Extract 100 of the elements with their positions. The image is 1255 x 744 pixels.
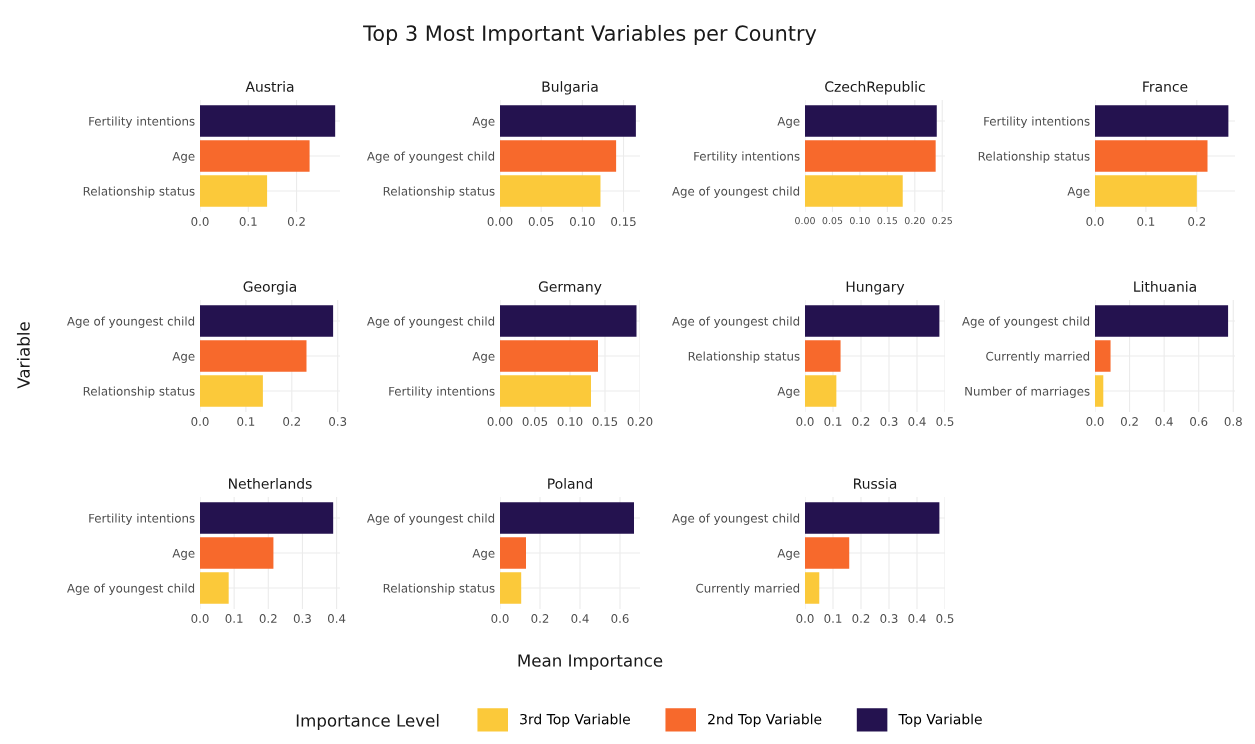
y-tick-label: Age	[172, 151, 195, 163]
y-tick-label: Fertility intentions	[984, 116, 1090, 128]
x-tick-label: 0.10	[849, 217, 870, 225]
x-tick-label: 0.15	[592, 417, 618, 426]
chart-title: Poland	[548, 478, 592, 489]
x-tick-label: 0.10	[557, 417, 583, 426]
x-tick-label: 0.4	[327, 614, 346, 623]
x-tick-label: 0.6	[611, 614, 629, 623]
x-tick-label: 0.4	[908, 614, 926, 623]
y-tick-label: Relationship status	[978, 151, 1090, 163]
text: Top 3 Most Important Variables per Country	[363, 24, 817, 46]
y-tick-label: Age	[472, 116, 495, 128]
y-tick-label: Age	[777, 116, 800, 128]
chart-title: Hungary	[846, 281, 905, 295]
x-tick-label: 0.0	[796, 614, 814, 623]
y-tick-label: Age	[172, 351, 195, 363]
x-tick-label: 0.1	[239, 217, 257, 226]
y-tick-label: Fertility intentions	[89, 513, 195, 525]
y-tick-label: Age of youngest child	[672, 186, 800, 198]
y-tick-label: Currently married	[696, 583, 800, 595]
y-tick-label: Relationship status	[83, 386, 195, 398]
x-tick-label: 0.2	[852, 614, 870, 623]
y-tick-label: Age	[777, 548, 800, 560]
y-tick-label: Fertility intentions	[89, 116, 195, 128]
legend-label: Top Variable	[898, 713, 982, 728]
x-tick-label: 0.2	[531, 614, 549, 623]
chart-title: Bulgaria	[542, 81, 598, 95]
legend-label: 2nd Top Variable	[708, 713, 822, 728]
x-tick-label: 0.00	[487, 217, 513, 226]
y-tick-label: Age of youngest child	[672, 316, 800, 328]
y-tick-label: Age of youngest child	[672, 513, 800, 525]
chart-title: Netherlands	[229, 478, 312, 489]
x-tick-label: 0.1	[237, 417, 255, 426]
x-tick-label: 0.2	[1120, 417, 1138, 426]
x-tick-label: 0.6	[1190, 417, 1208, 426]
x-tick-label: 0.3	[293, 614, 311, 623]
x-tick-label: 0.05	[528, 217, 554, 226]
x-tick-label: 0.10	[569, 217, 595, 226]
x-tick-label: 0.2	[1188, 217, 1206, 226]
y-tick-label: Age	[1067, 186, 1090, 198]
x-tick-label: 0.3	[880, 614, 898, 623]
chart-title: Germany	[538, 281, 602, 295]
chart-title: France	[1143, 81, 1188, 92]
y-tick-label: Age of youngest child	[367, 151, 495, 163]
y-tick-label: Relationship status	[83, 186, 195, 198]
y-tick-label: Currently married	[986, 351, 1090, 363]
text: Mean Importance	[518, 654, 663, 671]
y-tick-label: Age	[472, 548, 495, 560]
chart-title: CzechRepublic	[825, 81, 925, 95]
x-tick-label: 0.1	[824, 614, 842, 623]
x-tick-label: 0.25	[932, 217, 952, 225]
x-tick-label: 0.0	[191, 217, 209, 226]
y-tick-label: Age	[777, 386, 800, 398]
x-tick-label: 0.00	[795, 217, 815, 225]
y-tick-label: Number of marriages	[965, 386, 1090, 398]
x-tick-label: 0.15	[611, 217, 636, 226]
x-tick-label: 0.0	[191, 417, 209, 426]
x-tick-label: 0.2	[852, 417, 870, 426]
y-tick-label: Age of youngest child	[67, 316, 195, 328]
y-tick-label: Age of youngest child	[367, 513, 495, 525]
x-tick-label: 0.3	[880, 417, 898, 426]
x-tick-label: 0.0	[1086, 417, 1104, 426]
y-tick-label: Age of youngest child	[962, 316, 1090, 328]
x-tick-label: 0.05	[522, 417, 548, 426]
x-tick-label: 0.0	[1086, 217, 1104, 226]
y-tick-label: Age	[472, 351, 495, 363]
legend-title: Importance Level	[296, 713, 439, 731]
x-tick-label: 0.1	[824, 417, 842, 426]
x-tick-label: 0.3	[329, 417, 347, 426]
y-tick-label: Fertility intentions	[694, 151, 800, 163]
x-tick-label: 0.5	[936, 614, 954, 623]
y-tick-label: Relationship status	[383, 186, 495, 198]
x-tick-label: 0.0	[491, 614, 509, 623]
text: Variable	[16, 322, 30, 389]
chart-title: Lithuania	[1134, 281, 1196, 292]
y-tick-label: Fertility intentions	[389, 386, 495, 398]
x-tick-label: 0.0	[796, 417, 814, 426]
y-tick-label: Age	[172, 548, 195, 560]
x-tick-label: 0.4	[571, 614, 589, 623]
y-tick-label: Relationship status	[688, 351, 800, 363]
y-tick-label: Age of youngest child	[67, 583, 195, 595]
x-tick-label: 0.4	[908, 417, 926, 426]
x-tick-label: 0.5	[936, 417, 954, 426]
x-tick-label: 0.2	[259, 614, 277, 623]
x-tick-label: 0.4	[1155, 417, 1173, 426]
legend-label: 3rd Top Variable	[520, 713, 630, 728]
x-tick-label: 0.00	[487, 417, 513, 426]
x-tick-label: 0.20	[904, 217, 925, 225]
x-tick-label: 0.05	[822, 217, 843, 225]
y-tick-label: Relationship status	[383, 583, 495, 595]
x-tick-label: 0.1	[225, 614, 243, 623]
y-tick-label: Age of youngest child	[367, 316, 495, 328]
chart-title: Georgia	[243, 281, 296, 295]
x-tick-label: 0.2	[283, 417, 301, 426]
x-tick-label: 0.0	[191, 614, 209, 623]
x-tick-label: 0.15	[877, 217, 898, 225]
chart-title: Russia	[854, 478, 897, 489]
chart-title: Austria	[245, 81, 294, 92]
x-tick-label: 0.2	[287, 217, 305, 226]
x-tick-label: 0.8	[1224, 417, 1242, 426]
